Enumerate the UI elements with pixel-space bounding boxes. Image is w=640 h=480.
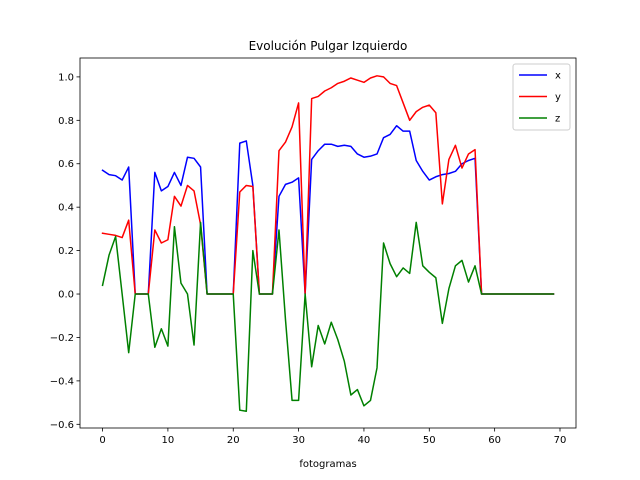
legend-label-x: x bbox=[555, 71, 561, 82]
x-tick-label: 40 bbox=[358, 435, 371, 446]
x-tick-label: 0 bbox=[99, 435, 105, 446]
y-tick-label: 1.0 bbox=[58, 72, 74, 83]
y-tick-label: −0.2 bbox=[50, 333, 74, 344]
series-line-z bbox=[101, 221, 555, 413]
chart-title: Evolución Pulgar Izquierdo bbox=[249, 39, 408, 53]
x-tick-label: 30 bbox=[292, 435, 305, 446]
x-tick-label: 50 bbox=[423, 435, 436, 446]
series-line-y bbox=[101, 75, 555, 295]
y-tick-label: 0.2 bbox=[58, 246, 74, 257]
y-tick-label: 0.4 bbox=[58, 203, 74, 214]
y-tick-label: −0.6 bbox=[50, 420, 74, 431]
x-axis: 0 10 20 30 40 50 60 70 bbox=[99, 428, 566, 446]
axes-frame bbox=[79, 57, 577, 429]
x-axis-label: fotogramas bbox=[299, 459, 356, 470]
legend-label-z: z bbox=[555, 114, 560, 125]
y-tick-label: 0.0 bbox=[58, 290, 74, 301]
x-tick-label: 60 bbox=[488, 435, 501, 446]
y-tick-label: −0.4 bbox=[50, 376, 74, 387]
x-tick-label: 70 bbox=[554, 435, 567, 446]
legend: xyz bbox=[512, 63, 571, 131]
y-tick-label: 0.8 bbox=[58, 116, 74, 127]
x-tick-label: 20 bbox=[227, 435, 240, 446]
legend-label-y: y bbox=[555, 92, 561, 103]
x-tick-label: 10 bbox=[162, 435, 175, 446]
y-axis: −0.6 −0.4 −0.2 0.0 0.2 0.4 0.6 0.8 1.0 bbox=[50, 72, 80, 431]
y-tick-label: 0.6 bbox=[58, 159, 74, 170]
plot-area bbox=[101, 75, 555, 413]
